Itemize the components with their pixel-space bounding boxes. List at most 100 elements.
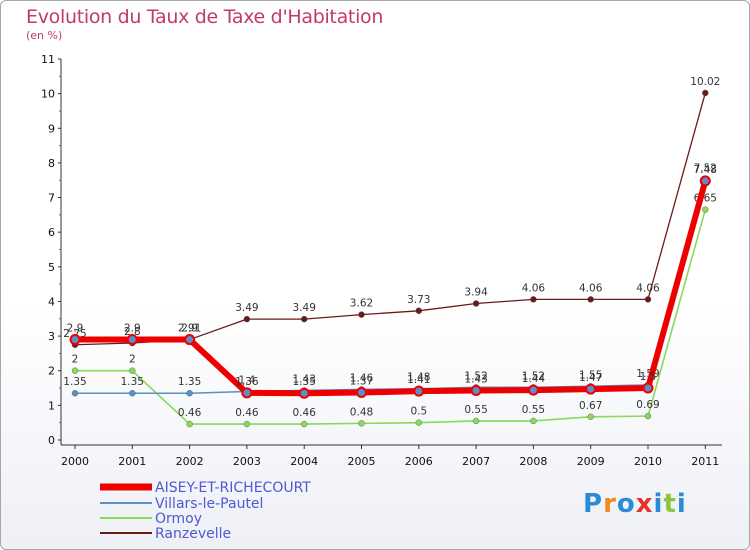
data-label: 0.55 [464,404,487,416]
y-tick-label: 6 [48,226,55,239]
data-point [470,384,482,396]
logo-letter: r [603,489,617,519]
y-tick-label: 1 [48,399,55,412]
logo-letter: P [583,489,604,519]
data-point [129,390,136,397]
data-point [699,175,711,187]
data-point [415,419,422,426]
data-label: 1.44 [522,373,546,385]
data-point [186,420,193,428]
data-point [642,382,654,394]
data-label: 0.69 [636,399,659,411]
x-tick-label: 2001 [118,455,146,468]
data-label: 3.94 [464,287,488,299]
data-label: 0.46 [235,407,259,419]
data-label: 1.35 [178,376,201,388]
data-point [243,315,251,323]
legend-entry: AISEY-ET-RICHECOURT [155,480,311,496]
data-label: 10.02 [690,76,720,88]
x-tick-label: 2004 [290,455,318,468]
data-label: 0.46 [178,407,202,419]
x-tick-label: 2006 [405,455,433,468]
data-point [413,385,425,397]
data-point [530,296,537,303]
data-label: 2.9 [67,323,84,335]
data-label: 2.8 [124,326,141,338]
legend-entry: Villars-le-Pautel [155,496,263,512]
y-tick-label: 11 [41,53,55,66]
data-point [358,311,365,318]
logo-letter: i [676,489,687,519]
data-label: 1.55 [579,369,602,381]
legend-entry: Ormoy [155,511,202,527]
series-line-ranzevelle [74,92,706,346]
data-point [129,367,136,374]
y-tick-label: 3 [48,330,55,343]
data-label: 4.06 [579,282,603,294]
x-tick-label: 2007 [462,455,490,468]
x-tick-label: 2011 [691,455,719,468]
data-point [301,420,308,428]
data-point [587,296,594,303]
legend-entry: Ranzevelle [155,526,231,542]
data-point [126,334,138,346]
data-label: 2 [72,354,79,366]
logo-letter: x [635,489,654,519]
data-label: 2.9 [124,323,141,335]
data-point [644,296,652,303]
data-label: 3.73 [407,294,430,306]
chart-subtitle: (en %) [26,29,63,42]
y-tick-label: 7 [48,192,55,205]
data-point [472,417,480,425]
data-point [301,315,308,323]
data-label: 1.36 [235,376,259,388]
data-label: 7.52 [694,163,717,175]
logo-letter: o [616,489,636,519]
data-point [356,387,367,399]
series-line-aisey-et-richecourt [75,180,709,397]
data-point [472,300,480,307]
y-tick-label: 5 [48,261,55,274]
data-label: 3.62 [350,298,373,310]
data-point [71,390,79,397]
data-label: 1.43 [464,373,487,385]
data-label: 1.5 [640,371,657,383]
data-point [702,89,709,97]
y-tick-label: 8 [48,157,55,170]
data-label: 2.91 [178,323,201,335]
data-label: 1.35 [121,376,144,388]
series-line-ormoy [75,209,707,425]
data-label: 0.5 [410,406,427,418]
data-label: 3.49 [293,302,316,314]
data-point [530,417,537,425]
data-point [243,420,251,428]
logo-letter: i [653,489,664,519]
data-label: 1.43 [293,373,316,385]
x-tick-label: 2009 [577,455,605,468]
logo-letter: t [663,489,677,519]
data-label: 1.52 [464,370,487,382]
data-label: 1.37 [350,376,373,388]
data-point [71,367,79,374]
y-tick-label: 10 [41,88,55,101]
data-label: 0.67 [579,400,602,412]
x-tick-label: 2000 [61,455,89,468]
data-label: 7.48 [694,164,717,176]
data-label: 4.06 [636,282,660,294]
data-label: 2.9 [181,323,198,335]
data-label: 0.48 [350,406,373,418]
data-point [358,420,365,427]
data-label: 1.35 [63,376,86,388]
data-point [298,387,310,399]
data-point [186,390,193,397]
data-point [241,387,253,399]
x-tick-label: 2008 [519,455,547,468]
data-point [415,307,422,315]
proxiti-logo: Proxiti [583,489,687,519]
y-tick-label: 4 [48,295,55,308]
data-label: 1.48 [407,372,430,384]
data-label: 1.4 [239,375,256,387]
data-point [644,412,652,420]
